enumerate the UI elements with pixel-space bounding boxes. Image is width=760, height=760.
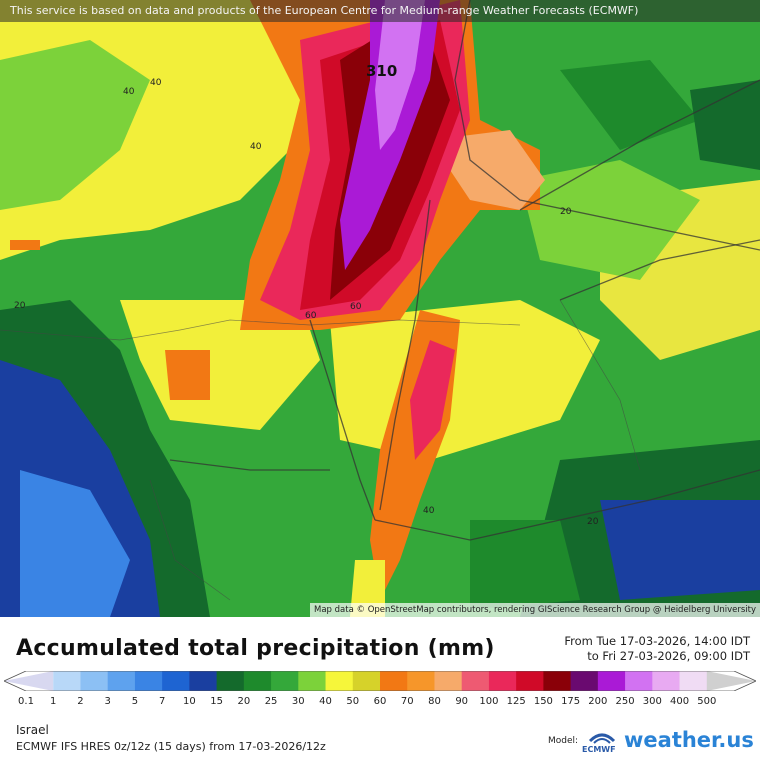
color-swatch — [162, 671, 190, 691]
contour-label: 20 — [14, 301, 26, 311]
contour-label: 40 — [423, 506, 435, 516]
scale-tick-label: 300 — [642, 696, 662, 707]
color-swatch — [543, 671, 572, 691]
map-canvas — [0, 0, 760, 617]
color-swatch — [53, 671, 81, 691]
scale-tick-label: 7 — [158, 696, 166, 707]
scale-tick-label: 175 — [561, 696, 581, 707]
model-label: Model: — [548, 736, 579, 746]
weather-us-logo[interactable]: weather.us — [624, 728, 754, 752]
ecmwf-logo-text: ECMWF — [582, 745, 616, 754]
color-swatch — [243, 671, 272, 691]
scale-tick-label: 20 — [237, 696, 251, 707]
scale-tick-label: 15 — [210, 696, 223, 707]
contour-label: 20 — [560, 207, 572, 217]
scale-tick-label: 500 — [697, 696, 717, 707]
color-swatch — [679, 671, 708, 691]
color-swatch — [80, 671, 109, 691]
scale-tick-label: 30 — [291, 696, 305, 707]
color-swatch — [271, 671, 299, 691]
color-swatch — [325, 671, 354, 691]
color-swatch — [570, 671, 599, 691]
scale-tick-label: 150 — [533, 696, 553, 707]
scale-tick-label: 2 — [77, 696, 84, 707]
model-run-info: ECMWF IFS HRES 0z/12z (15 days) from 17-… — [16, 740, 326, 753]
color-swatch — [597, 671, 626, 691]
contour-label: 40 — [150, 78, 162, 88]
contour-label: 40 — [250, 142, 262, 152]
max-value-label: 310 — [366, 62, 398, 80]
contour-label: 60 — [350, 302, 362, 312]
period-to: to Fri 27-03-2026, 09:00 IDT — [587, 649, 750, 663]
scale-tick-label: 5 — [131, 696, 139, 707]
scale-tick-label: 50 — [346, 696, 360, 707]
color-swatch — [380, 671, 408, 691]
scale-tick-label: 1 — [50, 696, 57, 707]
scale-tick-label: 10 — [183, 696, 196, 707]
color-swatch — [134, 671, 163, 691]
color-swatch — [488, 671, 517, 691]
scale-tick-label: 100 — [479, 696, 499, 707]
scale-tick-label: 40 — [319, 696, 332, 707]
ecmwf-notice-banner: This service is based on data and produc… — [0, 0, 760, 22]
color-swatch — [107, 671, 136, 691]
chart-title: Accumulated total precipitation (mm) — [16, 636, 495, 661]
color-swatch — [434, 671, 463, 691]
scale-tick-label: 3 — [104, 696, 111, 707]
color-swatch — [216, 671, 245, 691]
color-swatch — [516, 671, 544, 691]
color-scale-ticks: 0.1 1 2 3 5 7 10 15 20 25 30 40 50 60 70 80 90 100 125 150 1… — [0, 696, 760, 710]
color-swatch — [189, 671, 218, 691]
scale-tick-label: 60 — [373, 696, 387, 707]
scale-tick-label: 125 — [506, 696, 526, 707]
scale-tick-label: 70 — [400, 696, 414, 707]
scale-tick-label: 90 — [455, 696, 469, 707]
map-attribution: Map data © OpenStreetMap contributors, r… — [310, 603, 760, 617]
scale-tick-label: 80 — [428, 696, 441, 707]
color-swatch — [407, 671, 435, 691]
forecast-period: From Tue 17-03-2026, 14:00 IDT to Fri 27… — [564, 634, 750, 664]
color-swatch — [298, 671, 327, 691]
color-scale-bar — [4, 671, 756, 691]
color-swatch — [652, 671, 681, 691]
color-swatch — [706, 671, 756, 691]
scale-tick-label: 0.1 — [18, 696, 34, 707]
contour-label: 60 — [305, 311, 317, 321]
period-from: From Tue 17-03-2026, 14:00 IDT — [564, 634, 750, 648]
contour-label: 20 — [587, 517, 599, 527]
color-swatch — [461, 671, 490, 691]
contour-label: 40 — [123, 87, 135, 97]
color-swatch — [625, 671, 653, 691]
scale-tick-label: 400 — [669, 696, 690, 707]
precipitation-map[interactable]: This service is based on data and produc… — [0, 0, 760, 617]
scale-tick-label: 25 — [264, 696, 278, 707]
region-name: Israel — [16, 723, 49, 737]
scale-tick-label: 200 — [588, 696, 608, 707]
ecmwf-logo-icon — [588, 733, 616, 744]
scale-tick-label: 250 — [615, 696, 635, 707]
color-swatch — [352, 671, 381, 691]
color-swatch — [4, 671, 54, 691]
